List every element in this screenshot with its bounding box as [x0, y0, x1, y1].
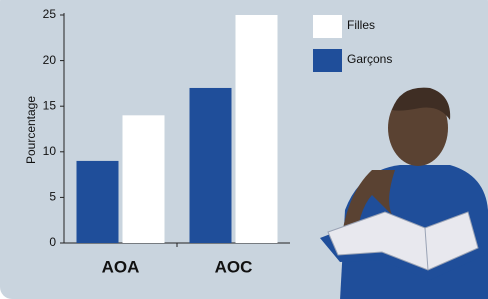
x-tick-label: AOC	[215, 257, 253, 276]
bar	[190, 88, 232, 243]
legend-swatch	[313, 15, 342, 38]
legend-label: Garçons	[347, 52, 392, 66]
chart: Pourcentage 0 5 10 15 20 25 AOA AOC Filles Garçon…	[0, 0, 488, 299]
bar	[236, 15, 278, 243]
y-tick-label: 25	[43, 7, 57, 21]
y-tick-label: 20	[43, 53, 57, 67]
bar	[123, 115, 165, 243]
x-tick-label: AOA	[102, 257, 140, 276]
bar	[77, 161, 119, 243]
y-tick-label: 15	[43, 98, 57, 112]
y-tick-label: 0	[49, 235, 56, 249]
y-tick-label: 10	[43, 144, 57, 158]
legend-swatch	[313, 49, 342, 72]
y-tick-label: 5	[49, 190, 56, 204]
y-axis-label: Pourcentage	[24, 96, 38, 164]
legend-label: Filles	[347, 18, 375, 32]
